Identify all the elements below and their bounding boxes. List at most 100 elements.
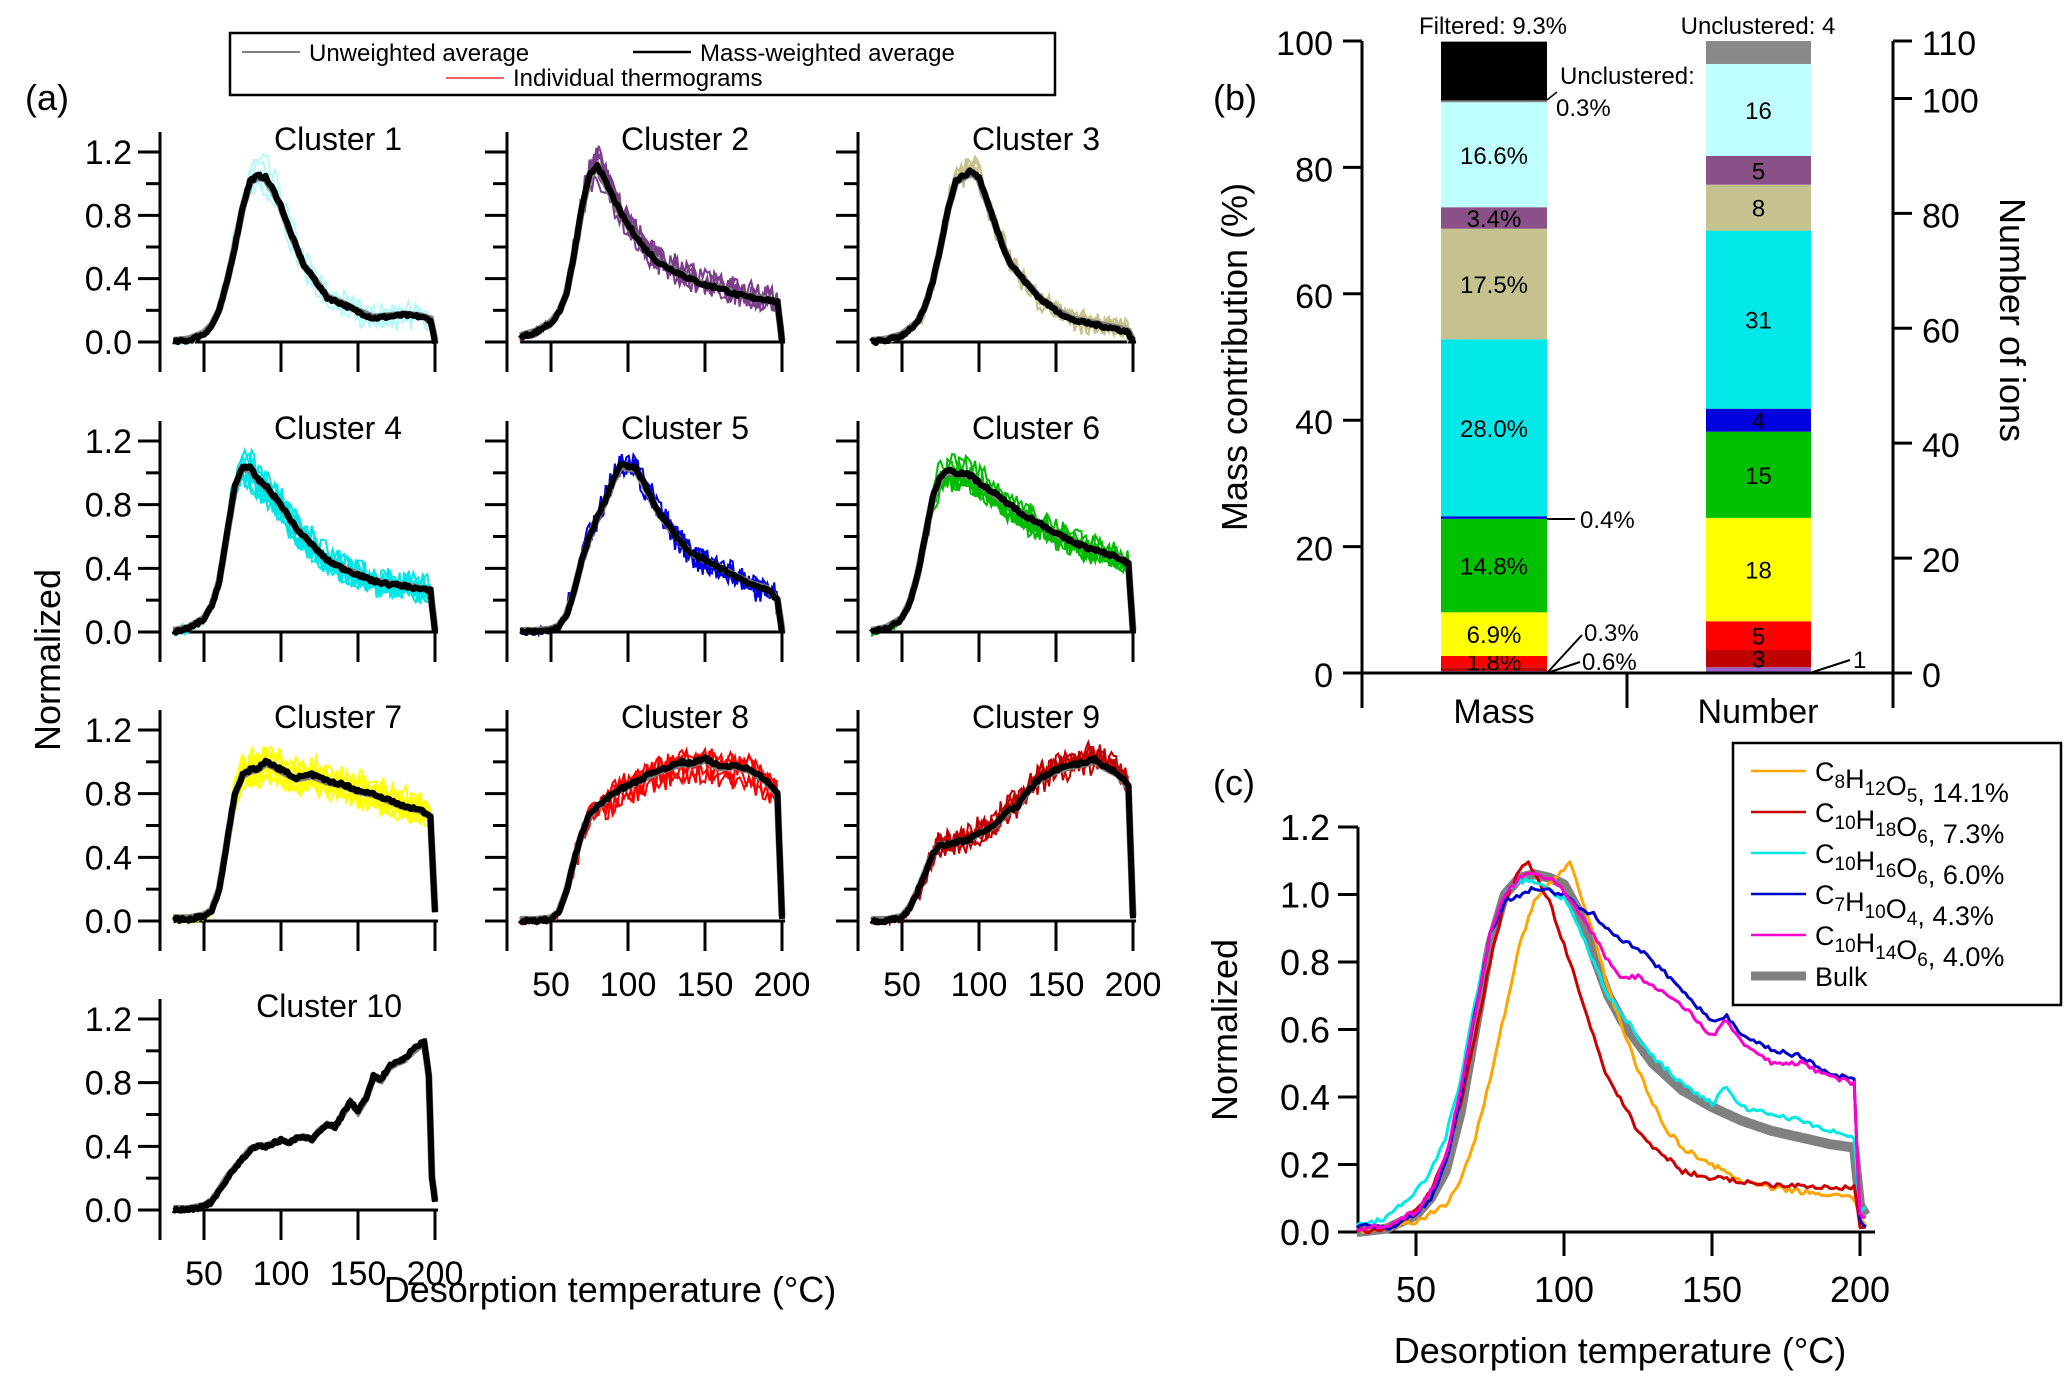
number-bar-segment <box>1706 408 1811 432</box>
cluster-label: Cluster 4 <box>274 410 402 446</box>
cluster-label: Cluster 9 <box>972 699 1100 735</box>
formula-element: H <box>1856 805 1876 835</box>
formula-subscript: 10 <box>1835 813 1856 834</box>
x-tick-label: 200 <box>407 1255 464 1293</box>
individual-thermogram <box>870 745 1134 925</box>
x-tick-label: 50 <box>1396 1269 1436 1310</box>
formula-element: O <box>1896 812 1917 842</box>
mass-weighted-average-line <box>171 171 438 346</box>
legend-percentage: , 14.1% <box>1917 778 2009 808</box>
panel-c-ylabel: Normalized <box>1204 939 1245 1121</box>
panel-a-xlabel: Desorption temperature (°C) <box>384 1269 837 1310</box>
y-tick-label: 0.0 <box>85 903 132 941</box>
cluster-panel: 0.0 0.4 0.8 1.2 Cluster 7 <box>85 699 439 951</box>
formula-element: H <box>1845 887 1865 917</box>
left-y-tick-label: 60 <box>1295 278 1333 316</box>
y-tick-label: 0.4 <box>85 550 132 588</box>
formula-element: C <box>1815 798 1835 828</box>
left-y-tick-label: 20 <box>1295 531 1333 569</box>
unclustered-mass-value: 0.3% <box>1556 95 1611 122</box>
legend-a: Unweighted average Mass-weighted average… <box>228 31 1057 97</box>
right-y-tick-label: 60 <box>1922 312 1960 350</box>
formula-subscript: 14 <box>1875 943 1897 964</box>
c9-mass-callout: 0.6% <box>1582 649 1637 676</box>
legend-unweighted-label: Unweighted average <box>309 40 529 67</box>
panel-c-label: (c) <box>1213 762 1255 803</box>
series-line <box>1355 877 1867 1227</box>
formula-subscript: 5 <box>1907 786 1918 807</box>
legend-entry-label: C10H14O6, 4.0% <box>1815 921 2004 972</box>
individual-thermogram <box>519 763 783 926</box>
bar-segment-label: 4 <box>1752 408 1765 435</box>
bar-segment-label: 6.9% <box>1467 622 1522 649</box>
stacked-bars: 1.8%6.9%14.8%28.0%17.5%3.4%16.6%35181543… <box>1441 41 1811 677</box>
formula-element: O <box>1886 771 1907 801</box>
mass-bar-segment <box>1441 41 1547 101</box>
cluster-label: Cluster 3 <box>972 121 1100 157</box>
y-tick-label: 0.6 <box>1280 1010 1330 1051</box>
cluster-label: Cluster 2 <box>621 121 749 157</box>
panel-b-label: (b) <box>1213 77 1257 118</box>
panel-b-axes: 0 20 40 60 80 100 0 20 40 60 80 100 110 Mass Number <box>1276 25 1978 731</box>
formula-element: O <box>1886 894 1907 924</box>
cluster-panel: Cluster 3 <box>836 121 1137 372</box>
formula-element: C <box>1815 921 1835 951</box>
left-y-tick-label: 80 <box>1295 151 1333 189</box>
bar-segment-label: 5 <box>1752 624 1765 651</box>
mass-bar-segment <box>1441 518 1547 613</box>
bar-segment-label: 14.8% <box>1460 554 1528 581</box>
category-label: Mass <box>1453 693 1534 731</box>
legend-entry-label: C8H12O5, 14.1% <box>1815 757 2009 808</box>
individual-thermogram <box>519 455 783 638</box>
right-y-tick-label: 40 <box>1922 427 1960 465</box>
x-tick-label: 100 <box>600 966 657 1004</box>
left-y-tick-label: 40 <box>1295 404 1333 442</box>
number-bar-segment <box>1706 517 1811 622</box>
unclustered-top-label: Unclustered: 4 <box>1681 13 1836 40</box>
unweighted-average-line <box>870 168 1137 344</box>
mass-weighted-average-line <box>171 463 438 636</box>
formula-subscript: 16 <box>1875 861 1896 882</box>
legend-entry-label: Bulk <box>1815 962 1868 992</box>
mass-bar-segment <box>1441 655 1547 668</box>
y-tick-label: 0.8 <box>1280 942 1330 983</box>
mass-bar-segment <box>1441 667 1547 672</box>
legend-individual-label: Individual thermograms <box>513 65 762 92</box>
c10-mass-callout: 0.3% <box>1584 620 1639 647</box>
legend-c-box <box>1731 741 2063 1007</box>
legend-entry-label: C10H18O6, 7.3% <box>1815 798 2004 849</box>
legend-percentage: , 4.0% <box>1928 942 2005 972</box>
formula-element: C <box>1815 757 1835 787</box>
y-tick-label: 0.0 <box>85 1192 132 1230</box>
left-y-tick-label: 0 <box>1314 657 1333 695</box>
y-tick-label: 0.8 <box>85 776 132 814</box>
formula-subscript: 7 <box>1835 895 1846 916</box>
mass-weighted-average-line <box>869 466 1136 635</box>
mass-bar-segment <box>1441 228 1547 340</box>
y-tick-label: 1.2 <box>85 134 132 172</box>
panel-b: (b) Mass contribution (%) Number of ions… <box>1213 13 2033 731</box>
cluster-label: Cluster 10 <box>256 988 402 1024</box>
x-tick-label: 100 <box>1534 1269 1594 1310</box>
y-tick-label: 0.0 <box>85 324 132 362</box>
unweighted-average-line <box>871 756 1137 923</box>
x-tick-label: 150 <box>1682 1269 1742 1310</box>
y-tick-label: 1.0 <box>1280 875 1330 916</box>
panel-b-ylabel-right: Number of ions <box>1992 198 2033 442</box>
x-tick-label: 200 <box>1830 1269 1890 1310</box>
formula-element: H <box>1856 846 1876 876</box>
panel-a-label: (a) <box>25 77 69 118</box>
y-tick-label: 1.2 <box>85 1001 132 1039</box>
bar-segment-label: 5 <box>1752 158 1765 185</box>
panel-c-xlabel: Desorption temperature (°C) <box>1394 1330 1847 1371</box>
filtered-top-label: Filtered: 9.3% <box>1419 13 1567 40</box>
cluster-panel: Cluster 5 <box>485 410 786 662</box>
individual-thermogram <box>870 746 1134 924</box>
number-bar-segment <box>1706 184 1811 231</box>
n10-number-callout: 1 <box>1853 647 1866 674</box>
formula-subscript: 18 <box>1875 820 1896 841</box>
x-tick-label: 100 <box>253 1255 310 1293</box>
number-bar-segment <box>1706 667 1811 673</box>
bar-segment-label: 16.6% <box>1460 143 1528 170</box>
